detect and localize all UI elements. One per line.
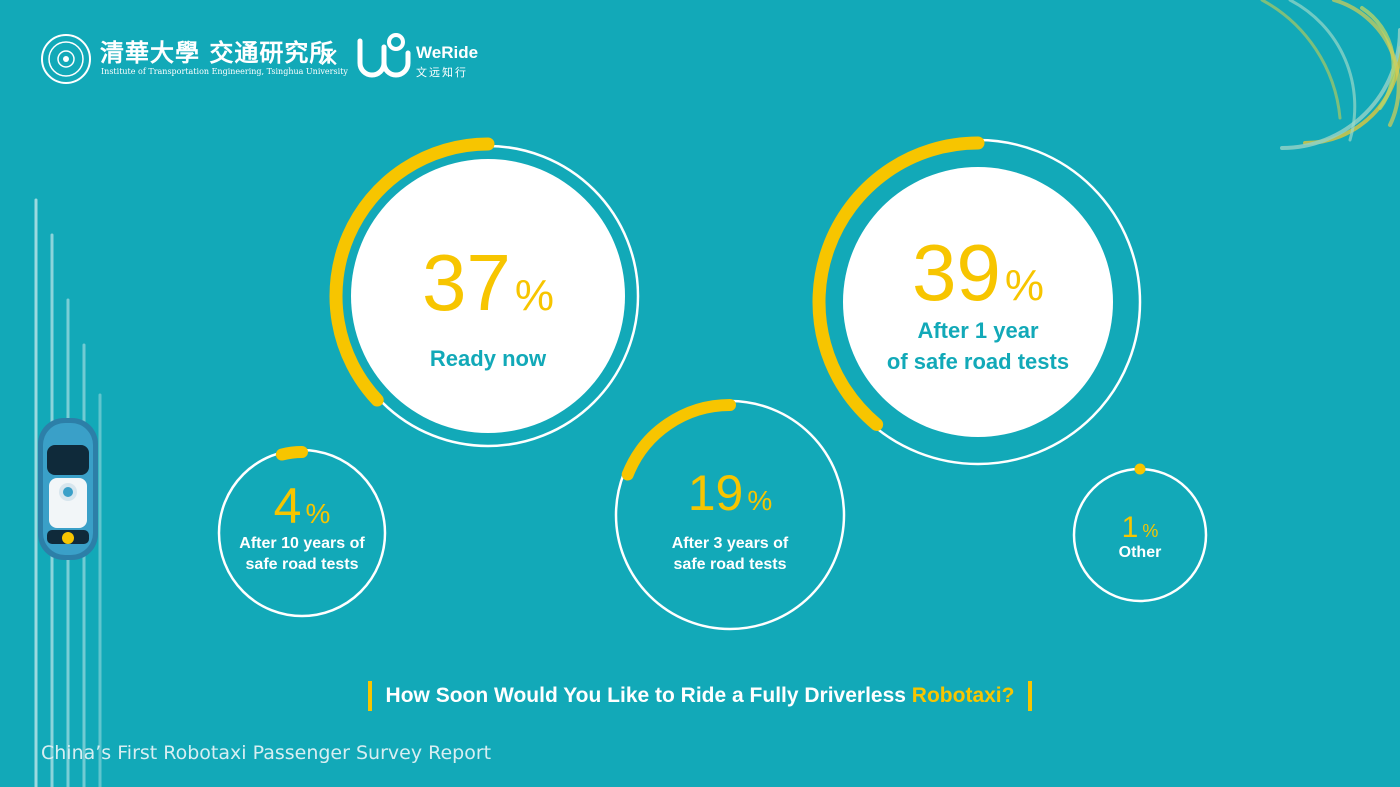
value-number-other: 1	[1122, 511, 1139, 544]
chart-question: How Soon Would You Like to Ride a Fully …	[320, 676, 1080, 716]
question-text: How Soon Would You Like to Ride a Fully …	[386, 684, 1015, 708]
value-number-after-3-years-of-safe-road-tests: 19	[688, 465, 744, 521]
question-bar-left	[367, 681, 372, 711]
value-unit-other: %	[1142, 521, 1158, 541]
value-arc-ready-now	[329, 137, 495, 407]
weride-english-name: WeRide	[416, 43, 479, 62]
value-number-after-10-years-of-safe-road-tests: 4	[274, 478, 302, 534]
tsinghua-english-name: Institute of Transportation Engineering,…	[101, 67, 348, 76]
value-number-after-1-year-of-safe-road-tests: 39	[912, 228, 1001, 317]
value-arc-after-1-year-of-safe-road-tests	[812, 136, 985, 432]
value-arc-after-3-years-of-safe-road-tests	[621, 399, 736, 481]
robotaxi-car-illustration	[38, 418, 98, 560]
bubble-fill-ready-now	[351, 159, 625, 433]
question-bar-right	[1028, 681, 1033, 711]
report-footer: China’s First Robotaxi Passenger Survey …	[41, 742, 492, 764]
bubble-after-3-years-of-safe-road-tests: 19 % After 3 years of safe road tests	[614, 399, 846, 631]
value-label-after-1-year-of-safe-road-tests: 39%	[912, 228, 1044, 317]
bubble-ring-after-10-years-of-safe-road-tests	[217, 448, 387, 618]
value-unit-after-1-year-of-safe-road-tests: %	[1005, 261, 1044, 310]
value-label-after-3-years-of-safe-road-tests: 19%	[688, 465, 773, 521]
value-number-ready-now: 37	[422, 238, 511, 327]
value-label-ready-now: 37%	[422, 238, 554, 327]
category-label-after-10-years-of-safe-road-tests-line-1: After 10 years of	[239, 535, 365, 552]
category-label-other-line-1: Other	[1119, 544, 1162, 561]
question-accent-text: Robotaxi?	[911, 684, 1015, 707]
value-unit-ready-now: %	[515, 271, 554, 320]
bubble-other: 1 %Other	[1072, 463, 1208, 603]
value-arc-after-10-years-of-safe-road-tests	[275, 445, 308, 461]
weride-chinese-name: 文远知行	[416, 66, 468, 79]
partnership-separator: ×	[317, 40, 341, 73]
category-label-after-1-year-of-safe-road-tests-line-1: After 1 year	[917, 318, 1039, 343]
value-unit-after-10-years-of-safe-road-tests: %	[305, 498, 330, 529]
weride-logo	[357, 33, 411, 78]
tsinghua-seal-logo	[41, 34, 91, 84]
question-main-text: How Soon Would You Like to Ride a Fully …	[385, 684, 912, 707]
value-arc-other	[1134, 463, 1146, 475]
value-label-other: 1%	[1122, 511, 1159, 544]
tsinghua-chinese-name: 清華大學 交通研究所	[100, 38, 335, 67]
category-label-after-1-year-of-safe-road-tests-line-2: of safe road tests	[887, 349, 1069, 374]
bubble-ring-other	[1072, 467, 1208, 603]
category-label-ready-now-line-1: Ready now	[430, 346, 547, 371]
bubble-fill-after-1-year-of-safe-road-tests	[843, 167, 1113, 437]
category-label-after-3-years-of-safe-road-tests-line-1: After 3 years of	[672, 535, 789, 552]
bubble-ready-now: 37% Ready now	[329, 137, 640, 448]
category-label-after-3-years-of-safe-road-tests-line-2: safe road tests	[674, 556, 787, 573]
category-label-after-10-years-of-safe-road-tests-line-2: safe road tests	[246, 556, 359, 573]
value-unit-after-3-years-of-safe-road-tests: %	[747, 485, 772, 516]
value-label-after-10-years-of-safe-road-tests: 4%	[274, 478, 331, 534]
corner-arcs-decoration	[1260, 0, 1400, 150]
